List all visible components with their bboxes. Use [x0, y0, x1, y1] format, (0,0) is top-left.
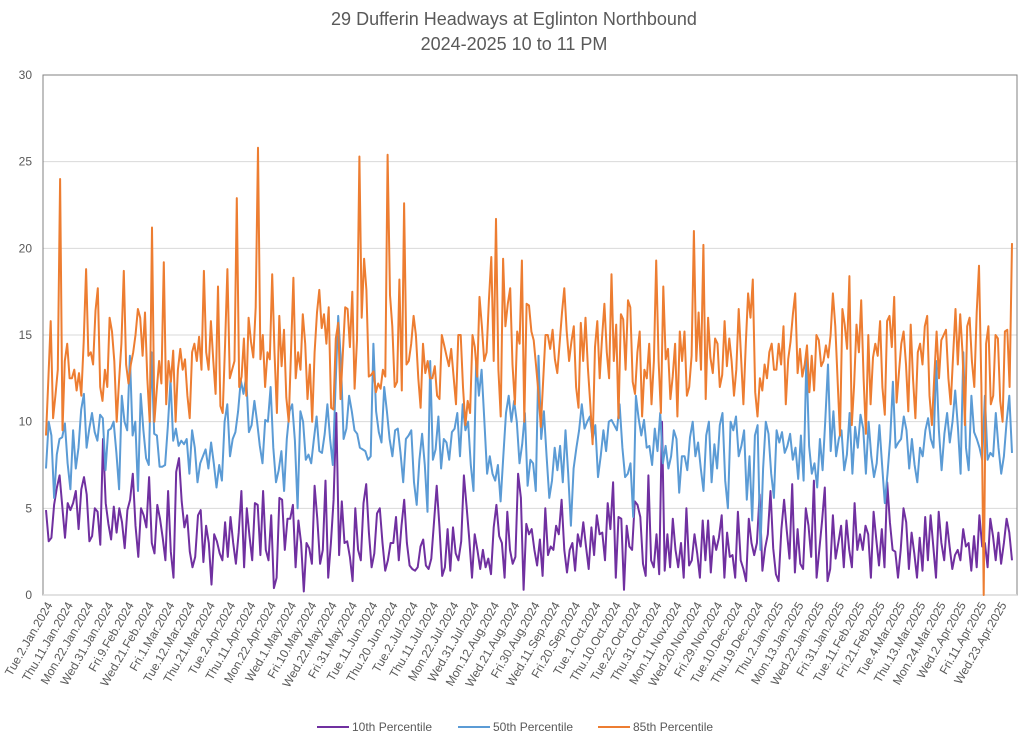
legend-item: 10th Percentile — [317, 720, 432, 734]
y-tick-label: 15 — [19, 328, 33, 342]
legend: 10th Percentile 50th Percentile 85th Perce… — [317, 720, 713, 734]
legend-label: 50th Percentile — [493, 720, 573, 734]
y-tick-label: 10 — [19, 415, 33, 429]
series-line-85th-percentile — [45, 146, 1013, 596]
chart-title: 29 Dufferin Headways at Eglinton Northbo… — [331, 9, 697, 29]
chart-subtitle: 2024-2025 10 to 11 PM — [421, 34, 608, 54]
plot-frame — [42, 74, 1018, 596]
y-tick-label: 20 — [19, 241, 33, 255]
legend-label: 85th Percentile — [633, 720, 713, 734]
legend-label: 10th Percentile — [352, 720, 432, 734]
y-tick-label: 25 — [19, 155, 33, 169]
legend-item: 50th Percentile — [458, 720, 573, 734]
x-axis-ticks: Tue.2.Jan.2024Thu.11.Jan.2024Mon.22.Jan.… — [2, 599, 1010, 690]
y-tick-label: 0 — [25, 588, 32, 602]
series-line-10th-percentile — [45, 412, 1013, 593]
series-lines — [45, 146, 1013, 596]
y-axis-ticks: 0 5 10 15 20 25 30 — [19, 68, 33, 602]
y-tick-label: 5 — [25, 501, 32, 515]
y-tick-label: 30 — [19, 68, 33, 82]
legend-item: 85th Percentile — [598, 720, 713, 734]
series-line-50th-percentile — [45, 314, 1013, 551]
